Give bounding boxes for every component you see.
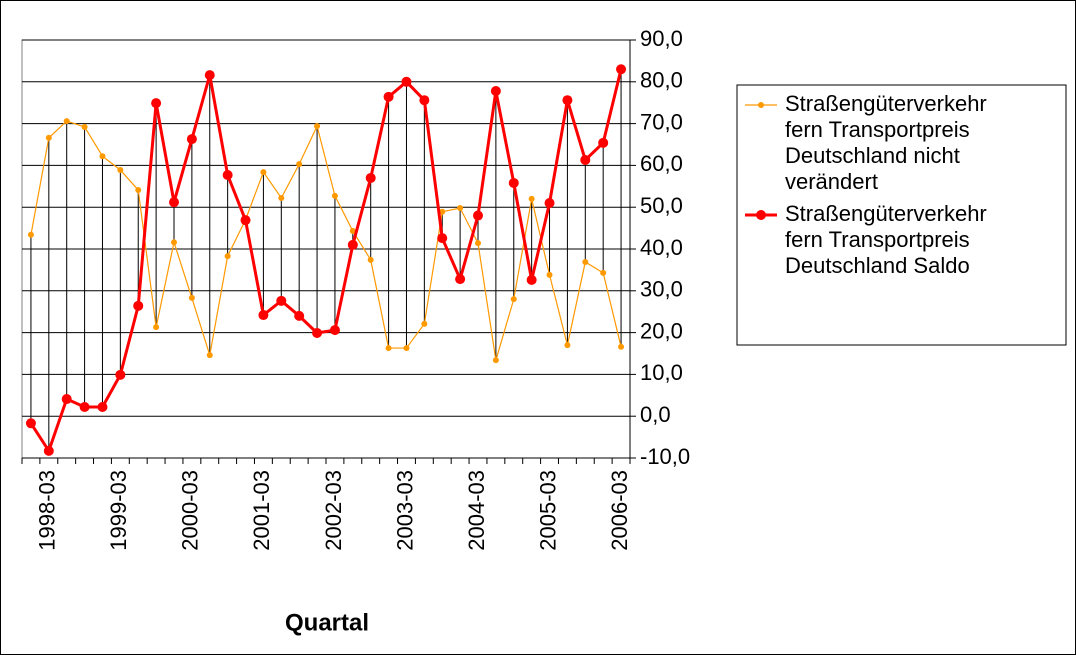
- legend-marker: [758, 102, 764, 108]
- data-point: [329, 325, 340, 336]
- x-tick-label: 2000-03: [178, 470, 203, 551]
- data-point: [296, 161, 303, 168]
- data-point: [546, 271, 553, 278]
- data-point: [97, 402, 108, 413]
- data-point: [27, 231, 34, 238]
- x-axis-label: Quartal: [285, 609, 369, 636]
- y-tick-label: 50,0: [640, 193, 683, 218]
- data-point: [115, 369, 126, 380]
- data-point: [99, 153, 106, 160]
- data-point: [278, 195, 285, 202]
- data-point: [169, 197, 179, 208]
- data-point: [490, 85, 501, 96]
- data-point: [240, 215, 251, 226]
- data-point: [188, 294, 195, 301]
- data-point: [45, 134, 52, 141]
- data-point: [526, 274, 537, 285]
- data-point: [117, 166, 124, 173]
- data-point: [401, 76, 412, 87]
- data-point: [473, 210, 483, 221]
- data-point: [598, 137, 609, 148]
- data-point: [582, 258, 589, 265]
- x-tick-label: 2001-03: [249, 470, 274, 551]
- y-tick-label: 70,0: [640, 109, 683, 134]
- data-point: [79, 402, 90, 413]
- data-point: [385, 345, 392, 352]
- data-point: [544, 198, 555, 209]
- data-point: [224, 253, 231, 260]
- data-point: [349, 228, 356, 235]
- data-point: [312, 328, 323, 339]
- data-point: [204, 70, 215, 81]
- data-point: [314, 123, 321, 130]
- y-tick-label: 30,0: [640, 277, 683, 302]
- series-line: [29, 68, 623, 455]
- data-point: [294, 310, 305, 321]
- x-tick-label: 2004-03: [464, 470, 489, 551]
- y-tick-label: 90,0: [640, 26, 683, 51]
- data-point: [508, 177, 519, 188]
- legend-marker: [756, 210, 766, 220]
- data-point: [276, 295, 287, 306]
- data-point: [528, 195, 535, 202]
- data-point: [61, 394, 72, 405]
- data-point: [260, 169, 267, 176]
- data-point: [616, 64, 627, 75]
- y-tick-label: 40,0: [640, 235, 683, 260]
- y-tick-label: 80,0: [640, 68, 683, 93]
- y-tick-label: 20,0: [640, 318, 683, 343]
- data-point: [186, 134, 197, 145]
- y-tick-label: 10,0: [640, 360, 683, 385]
- data-point: [63, 118, 70, 125]
- series-line: [30, 120, 622, 361]
- data-point: [151, 98, 162, 109]
- data-point: [492, 357, 499, 364]
- data-point: [510, 296, 517, 303]
- data-point: [564, 342, 571, 349]
- data-point: [419, 95, 430, 106]
- data-point: [600, 269, 607, 276]
- legend-label: Straßengüterverkehr fern Transportpreis De…: [785, 201, 987, 278]
- data-point: [133, 300, 144, 311]
- y-tick-label: 60,0: [640, 151, 683, 176]
- data-point: [562, 95, 573, 106]
- x-tick-label: 2005-03: [535, 470, 560, 551]
- y-tick-label: -10,0: [640, 444, 690, 469]
- data-point: [25, 418, 36, 429]
- data-point: [135, 187, 142, 194]
- data-point: [171, 239, 177, 246]
- legend-box: [736, 84, 1067, 346]
- data-point: [43, 445, 54, 456]
- data-point: [457, 205, 464, 212]
- x-tick-label: 2002-03: [321, 470, 346, 551]
- data-point: [421, 320, 428, 327]
- legend-label: Straßengüterverkehr fern Transportpreis De…: [785, 91, 987, 194]
- data-point: [367, 256, 374, 263]
- data-point: [437, 233, 448, 244]
- x-tick-label: 1998-03: [35, 470, 60, 551]
- x-tick-label: 2003-03: [392, 470, 417, 551]
- data-point: [455, 274, 466, 285]
- data-point: [403, 345, 410, 352]
- data-point: [439, 208, 446, 215]
- data-point: [365, 172, 376, 183]
- data-point: [347, 239, 358, 250]
- data-point: [580, 154, 591, 165]
- data-point: [81, 123, 88, 130]
- data-point: [618, 343, 625, 350]
- data-point: [222, 170, 233, 181]
- data-point: [206, 352, 213, 359]
- data-point: [383, 91, 394, 102]
- y-tick-label: 0,0: [640, 402, 671, 427]
- x-tick-label: 2006-03: [607, 470, 632, 551]
- data-point: [258, 310, 269, 321]
- data-point: [331, 192, 338, 199]
- data-point: [153, 324, 160, 331]
- x-tick-label: 1999-03: [106, 470, 131, 551]
- data-point: [475, 240, 481, 247]
